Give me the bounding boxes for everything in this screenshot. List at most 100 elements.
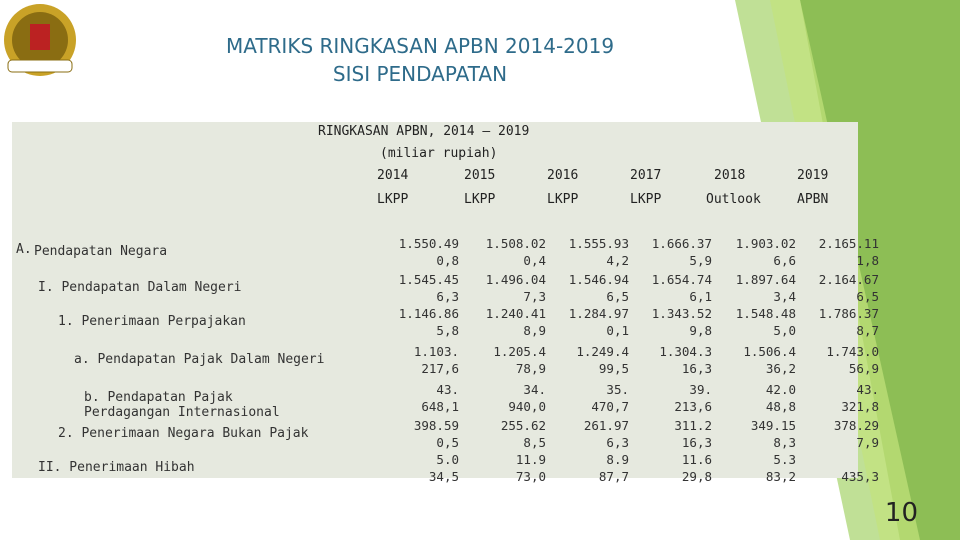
value: 11.9 — [515, 452, 546, 467]
row-label: 2. Penerimaan Negara Bukan Pajak — [58, 426, 309, 441]
value: 5.3 — [773, 452, 796, 467]
value: 1.146.86 — [398, 306, 459, 321]
value: 0,5 — [436, 435, 459, 450]
caption: RINGKASAN APBN, 2014 – 2019 — [318, 124, 530, 139]
title: SISI PENDAPATAN — [332, 62, 508, 86]
value: 378.29 — [833, 418, 879, 433]
value: 6,6 — [773, 253, 796, 268]
title: MATRIKS RINGKASAN APBN 2014-2019 — [225, 34, 615, 58]
value: 213,6 — [674, 399, 712, 414]
value: 261.97 — [583, 418, 629, 433]
row-marker: A. — [16, 242, 32, 257]
year: 2019 — [797, 168, 829, 183]
value: 6,5 — [606, 289, 629, 304]
value: 42.0 — [765, 382, 796, 397]
table — [12, 122, 858, 478]
value: 8,3 — [773, 435, 796, 450]
value: 1.548.48 — [735, 306, 796, 321]
value: 1.743.0 — [826, 344, 879, 359]
value: 0,4 — [523, 253, 546, 268]
year: 2018 — [714, 168, 746, 183]
value: 311.2 — [674, 418, 712, 433]
value: 99,5 — [598, 361, 629, 376]
logo — [4, 4, 76, 76]
value: 0,1 — [606, 323, 629, 338]
row-label: a. Pendapatan Pajak Dalam Negeri — [74, 352, 325, 367]
value: 39. — [689, 382, 712, 397]
value: 7,3 — [523, 289, 546, 304]
value: 1.654.74 — [651, 272, 712, 287]
value: 940,0 — [508, 399, 546, 414]
value: 648,1 — [421, 399, 459, 414]
row-label: 1. Penerimaan Perpajakan — [58, 314, 246, 329]
value: 255.62 — [500, 418, 546, 433]
value: 1.103. — [413, 344, 459, 359]
value: 6,3 — [436, 289, 459, 304]
status: LKPP — [377, 192, 409, 207]
status: LKPP — [630, 192, 662, 207]
value: 321,8 — [841, 399, 879, 414]
status: APBN — [797, 192, 829, 207]
value: 1.666.37 — [651, 236, 712, 251]
value: 7,9 — [856, 435, 879, 450]
value: 1.284.97 — [568, 306, 629, 321]
value: 5,0 — [773, 323, 796, 338]
value: 11.6 — [681, 452, 712, 467]
row-label: b. Pendapatan Pajak Perdagangan Internas… — [84, 390, 280, 420]
value: 1.205.4 — [493, 344, 546, 359]
value: 34. — [523, 382, 546, 397]
value: 8,5 — [523, 435, 546, 450]
value: 2.165.11 — [818, 236, 879, 251]
value: 43. — [436, 382, 459, 397]
value: 2.164.67 — [818, 272, 879, 287]
year: 2015 — [464, 168, 496, 183]
page-number: 10 — [884, 498, 918, 528]
value: 35. — [606, 382, 629, 397]
value: 470,7 — [591, 399, 629, 414]
row-label: Pendapatan Negara — [34, 244, 168, 259]
year: 2017 — [630, 168, 662, 183]
status: LKPP — [547, 192, 579, 207]
value: 43. — [856, 382, 879, 397]
value: 36,2 — [765, 361, 796, 376]
value: 1.304.3 — [659, 344, 712, 359]
value: 48,8 — [765, 399, 796, 414]
value: 1.545.45 — [398, 272, 459, 287]
value: 1.496.04 — [485, 272, 546, 287]
status: Outlook — [706, 192, 761, 207]
value: 349.15 — [750, 418, 796, 433]
value: 1.546.94 — [568, 272, 629, 287]
caption: (miliar rupiah) — [380, 146, 498, 161]
value: 1.508.02 — [485, 236, 546, 251]
value: 398.59 — [413, 418, 459, 433]
value: 1.897.64 — [735, 272, 796, 287]
value: 78,9 — [515, 361, 546, 376]
value: 4,2 — [606, 253, 629, 268]
value: 5.0 — [436, 452, 459, 467]
value: 1.506.4 — [743, 344, 796, 359]
value: 73,0 — [515, 469, 546, 484]
value: 16,3 — [681, 435, 712, 450]
value: 9,8 — [689, 323, 712, 338]
value: 1.555.93 — [568, 236, 629, 251]
value: 0,8 — [436, 253, 459, 268]
value: 1.903.02 — [735, 236, 796, 251]
year: 2014 — [377, 168, 409, 183]
value: 435,3 — [841, 469, 879, 484]
value: 1.249.4 — [576, 344, 629, 359]
value: 1.343.52 — [651, 306, 712, 321]
value: 16,3 — [681, 361, 712, 376]
value: 3,4 — [773, 289, 796, 304]
value: 217,6 — [421, 361, 459, 376]
row-label: I. Pendapatan Dalam Negeri — [38, 280, 242, 295]
value: 1.550.49 — [398, 236, 459, 251]
value: 8,7 — [856, 323, 879, 338]
value: 8.9 — [606, 452, 629, 467]
value: 1,8 — [856, 253, 879, 268]
value: 6,5 — [856, 289, 879, 304]
value: 6,1 — [689, 289, 712, 304]
value: 5,8 — [436, 323, 459, 338]
value: 8,9 — [523, 323, 546, 338]
value: 87,7 — [598, 469, 629, 484]
